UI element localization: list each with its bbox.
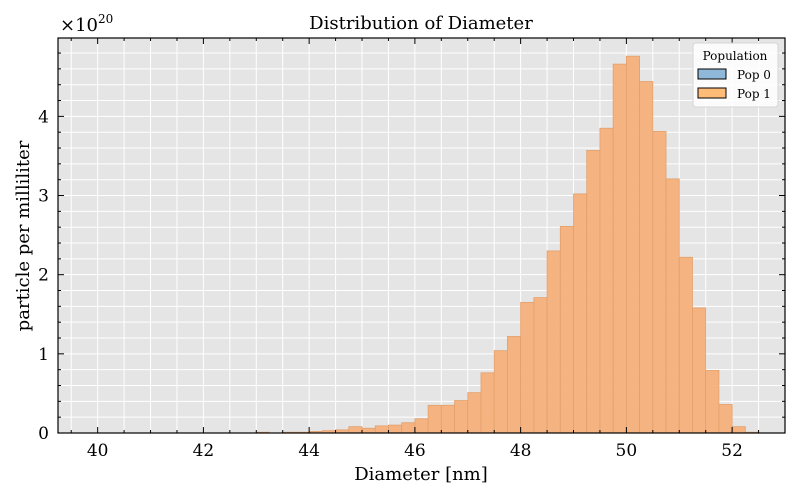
histogram-bar	[454, 400, 469, 434]
histogram-bar	[718, 404, 733, 434]
histogram-bar	[652, 131, 667, 434]
histogram-bar	[467, 392, 482, 434]
histogram-bar	[427, 404, 442, 434]
histogram-bar	[665, 178, 680, 434]
x-tick-label: 42	[193, 441, 215, 461]
y-axis-label: particle per milliliter	[13, 140, 34, 331]
plot-frame	[57, 37, 786, 434]
histogram-bar	[559, 225, 574, 434]
legend: Population Pop 0 Pop 1	[692, 42, 779, 108]
x-axis-label: Diameter [nm]	[354, 464, 488, 485]
x-tick-label: 40	[87, 441, 109, 461]
y-tick-label: 2	[38, 266, 49, 286]
histogram-bar	[493, 350, 508, 434]
y-tick-label: 1	[38, 345, 49, 365]
x-tick-label: 48	[510, 441, 532, 461]
x-tick-label: 44	[298, 441, 320, 461]
x-tick-labels: 40 42 44 46 48 50 52	[87, 441, 743, 461]
legend-swatch-pop-1	[697, 87, 727, 99]
histogram-bar	[361, 427, 376, 434]
histogram-bar	[533, 297, 548, 434]
histogram-bar	[520, 301, 535, 434]
x-tick-label: 52	[721, 441, 743, 461]
y-scale-offset: ×1020	[60, 12, 113, 36]
histogram-bar	[374, 425, 389, 434]
legend-swatch-pop-0	[697, 68, 727, 80]
legend-title: Population	[703, 49, 768, 63]
histogram-bar	[401, 422, 416, 434]
legend-label-pop-0: Pop 0	[737, 68, 771, 82]
histogram-bar	[639, 81, 654, 434]
axis-ticks	[58, 38, 785, 434]
histogram-bar	[599, 127, 614, 434]
histogram-bar	[625, 55, 641, 434]
x-tick-label: 50	[616, 441, 638, 461]
y-tick-label: 3	[38, 187, 49, 207]
histogram-bar	[705, 370, 720, 434]
x-tick-label: 46	[404, 441, 426, 461]
histogram-bar	[348, 426, 363, 434]
histogram-bar	[678, 256, 693, 434]
histogram-bar	[480, 372, 495, 434]
y-tick-label: 4	[38, 107, 49, 127]
histogram-bar	[546, 250, 561, 434]
histogram-bar	[612, 63, 627, 434]
histogram-bar	[692, 307, 707, 434]
histogram-bar	[414, 418, 429, 434]
histogram-bar	[573, 193, 588, 434]
histogram-bar	[388, 424, 403, 434]
y-tick-labels: 0 1 2 3 4	[38, 107, 49, 444]
legend-label-pop-1: Pop 1	[737, 87, 771, 101]
histogram-bar	[440, 404, 455, 434]
histogram-bar	[507, 336, 522, 434]
y-tick-label: 0	[38, 424, 49, 444]
histogram-bar	[586, 150, 601, 434]
histogram-bar	[731, 426, 746, 434]
chart-title: Distribution of Diameter	[309, 13, 533, 34]
